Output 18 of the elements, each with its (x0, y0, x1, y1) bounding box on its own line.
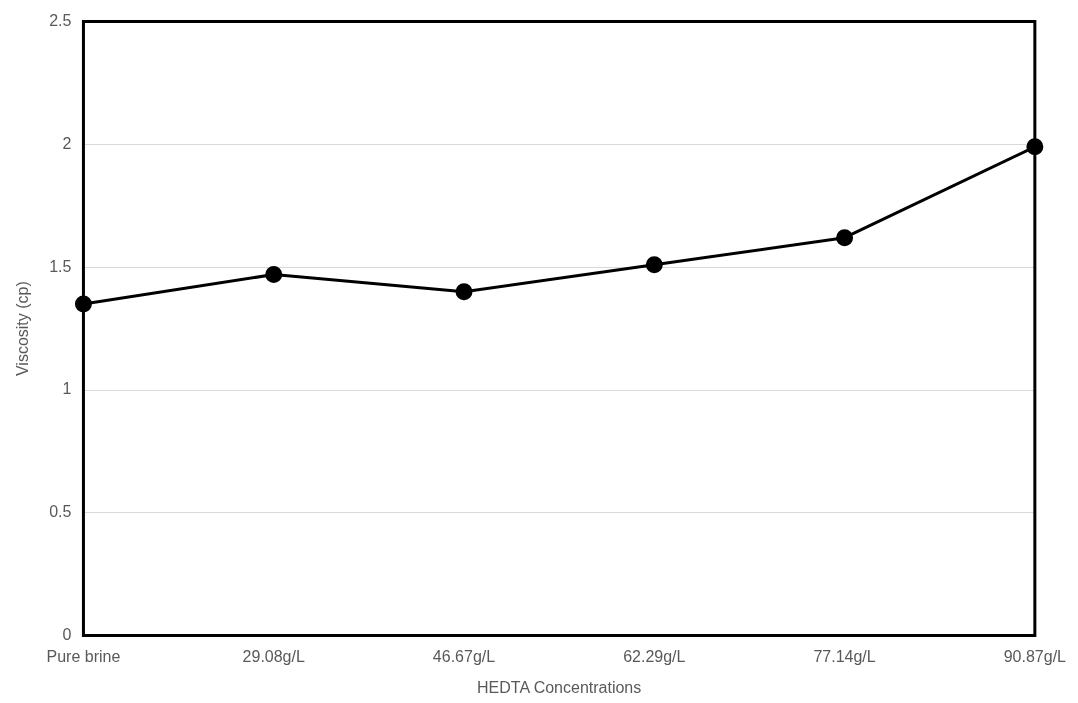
point (455, 283, 473, 301)
y-tick-label: 0 (62, 626, 72, 644)
y-tick-label: 2 (62, 134, 72, 152)
y-tick-label: 2.5 (49, 12, 72, 30)
x-tick-label: 46.67g/L (432, 647, 496, 665)
x-tick-label: 29.08g/L (242, 647, 305, 665)
y-tick-label: 0.5 (49, 503, 72, 521)
point (645, 256, 663, 274)
point (265, 266, 283, 284)
x-tick-label: Pure brine (46, 647, 121, 665)
x-tick-label: 77.14g/L (813, 647, 876, 665)
x-tick-label: 90.87g/L (1003, 647, 1067, 665)
y-tick-label: 1 (62, 380, 72, 398)
point (836, 229, 854, 247)
x-axis-title: HEDTA Concentrations (477, 678, 642, 696)
y-axis-title: Viscosity (cp) (14, 281, 32, 377)
y-tick-label: 1.5 (49, 257, 72, 275)
x-tick-label: 62.29g/L (623, 647, 686, 665)
